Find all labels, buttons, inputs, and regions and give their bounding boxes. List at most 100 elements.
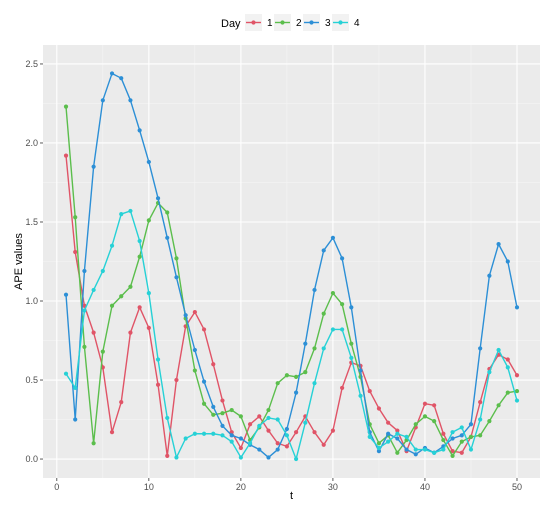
data-point <box>247 441 253 446</box>
data-point <box>413 422 418 427</box>
data-point <box>450 436 455 441</box>
data-point <box>128 284 133 289</box>
data-point <box>468 434 474 440</box>
data-point <box>514 398 520 403</box>
y-tick-labels: 0.0 0.5 1.0 1.5 2.0 2.5 <box>25 59 38 464</box>
data-point <box>119 211 124 217</box>
y-tick-label: 2.0 <box>25 138 38 148</box>
data-point <box>109 243 115 248</box>
data-point <box>340 327 345 332</box>
data-point <box>137 128 142 133</box>
legend-item-3: 3 <box>303 14 331 31</box>
data-point <box>119 294 124 299</box>
legend-title: Day <box>221 18 241 30</box>
y-tick-label: 0.5 <box>25 375 38 385</box>
data-point <box>395 431 400 436</box>
data-point <box>211 412 216 417</box>
data-point <box>459 439 464 444</box>
data-point <box>165 453 170 458</box>
data-point <box>330 291 336 296</box>
data-point <box>128 208 133 214</box>
data-point <box>321 248 326 253</box>
data-point <box>201 379 207 384</box>
data-point <box>422 447 428 452</box>
data-point <box>275 441 280 446</box>
data-point <box>275 447 280 452</box>
data-point <box>73 385 78 391</box>
data-point <box>413 447 418 452</box>
data-point <box>312 287 317 293</box>
data-point <box>211 362 216 367</box>
data-point <box>349 341 354 346</box>
legend-label: 4 <box>354 18 360 29</box>
data-point <box>146 159 151 165</box>
data-point <box>330 327 336 332</box>
data-point <box>376 406 382 411</box>
data-point <box>247 422 253 427</box>
y-tick-label: 2.5 <box>25 59 38 69</box>
data-point <box>91 441 96 446</box>
data-point <box>422 414 428 419</box>
data-point <box>505 259 510 264</box>
data-point <box>514 388 520 394</box>
data-point <box>165 210 170 215</box>
data-point <box>266 407 271 413</box>
data-point <box>459 433 464 438</box>
data-point <box>183 436 188 441</box>
data-point <box>294 430 299 435</box>
data-point <box>137 254 142 259</box>
data-point <box>376 445 382 451</box>
data-point <box>220 411 225 416</box>
data-point <box>367 388 372 394</box>
data-point <box>312 381 317 386</box>
data-point <box>266 428 271 433</box>
legend-key-point <box>280 20 285 25</box>
data-point <box>73 249 78 255</box>
x-tick-label: 50 <box>512 482 522 492</box>
legend-label: 1 <box>267 18 273 29</box>
data-point <box>358 393 363 398</box>
data-point <box>275 417 280 422</box>
data-point <box>450 449 455 454</box>
series-layer <box>63 71 520 462</box>
data-point <box>100 98 105 103</box>
data-point <box>211 431 216 436</box>
data-point <box>395 436 400 441</box>
legend-item-2: 2 <box>274 14 302 31</box>
data-point <box>266 455 271 460</box>
data-point <box>211 404 216 409</box>
data-point <box>109 71 115 76</box>
data-point <box>367 434 372 440</box>
data-point <box>63 153 69 158</box>
data-point <box>192 368 197 373</box>
data-point <box>376 441 382 446</box>
data-point <box>192 347 197 353</box>
data-point <box>487 419 492 424</box>
data-point <box>165 235 170 240</box>
data-point <box>496 403 501 408</box>
series-3 <box>63 71 520 460</box>
y-tick-label: 1.0 <box>25 296 38 306</box>
x-tick-label: 0 <box>54 482 59 492</box>
data-point <box>487 273 492 278</box>
data-point <box>294 374 299 379</box>
data-point <box>63 104 69 109</box>
data-point <box>386 439 391 444</box>
data-point <box>82 268 87 274</box>
data-point <box>257 447 262 452</box>
data-point <box>155 196 161 201</box>
data-point <box>100 349 105 354</box>
data-point <box>395 428 400 433</box>
data-point <box>91 330 96 335</box>
data-point <box>119 76 124 81</box>
data-point <box>284 433 289 438</box>
x-axis-title: t <box>290 490 293 502</box>
y-axis-title: APE values <box>13 233 25 290</box>
data-point <box>174 256 179 261</box>
data-point <box>404 447 409 452</box>
data-point <box>238 414 243 419</box>
data-point <box>201 401 207 406</box>
data-point <box>73 215 78 220</box>
data-point <box>238 436 243 441</box>
data-point <box>312 346 317 351</box>
